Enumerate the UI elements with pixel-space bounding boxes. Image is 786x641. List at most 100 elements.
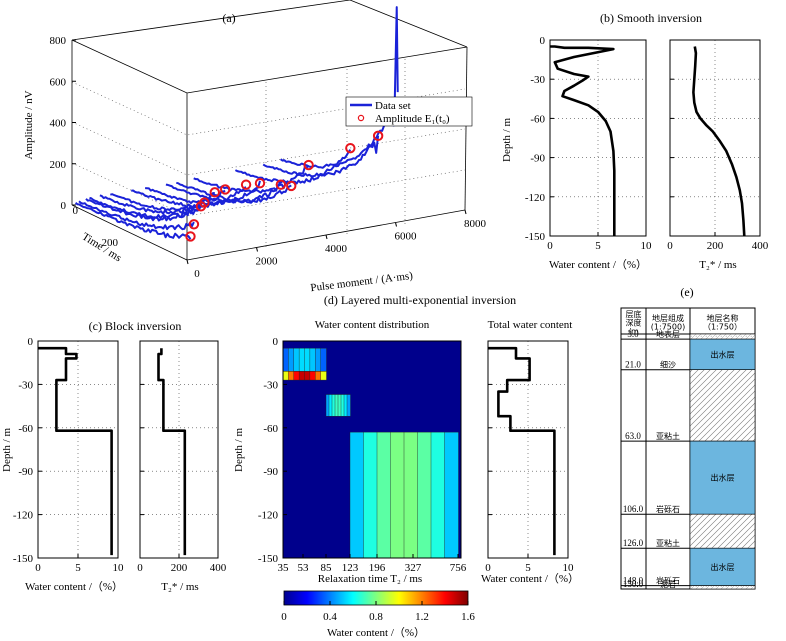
panel-c-ylabel: Depth / m (1, 428, 13, 472)
colorbar-tick-label: 1.2 (415, 611, 429, 623)
row-stratum-name: 岩砾石 (656, 504, 680, 514)
table-header: 层底 (626, 309, 642, 319)
x-tick-label: 0 (547, 240, 553, 252)
z-tick-label: 800 (50, 35, 67, 47)
b-t2-curve (692, 46, 746, 237)
table-header: 深度 (626, 318, 642, 328)
z-tick-label: 400 (50, 118, 67, 130)
amplitude-marker (220, 184, 231, 195)
data-series-line (89, 196, 205, 219)
x-tick-label: 0 (667, 240, 673, 252)
amplitude-marker (199, 197, 210, 208)
heatmap-cell (309, 348, 316, 372)
time-tick-label: 200 (102, 237, 119, 249)
panel-e-title: (e) (680, 285, 693, 299)
y-tick-label: -150 (525, 231, 546, 243)
row-stratum-name: 亚粘土 (656, 538, 680, 548)
panel-b-xlabel-t2: T₂* / ms (699, 259, 736, 271)
heatmap-cell (444, 431, 459, 559)
panel-d-title: (d) Layered multi-exponential inversion (324, 293, 516, 307)
y-tick-label: -60 (18, 423, 33, 435)
panel-a-legend: Data set Amplitude E₁(t₀) (345, 96, 473, 127)
z-tick-label: 0 (61, 200, 67, 212)
heatmap-cell (304, 371, 311, 381)
heatmap-cell (282, 371, 290, 381)
amplitude-marker (254, 177, 266, 189)
y-tick-label: -120 (13, 510, 34, 522)
row-depth: 150.0 (623, 579, 644, 589)
data-series-line (78, 200, 195, 231)
y-tick-label: -60 (263, 423, 278, 435)
panel-b-ylabel: Depth / m (501, 118, 513, 162)
legend-entry-data: Data set (375, 100, 411, 112)
heatmap-cell (390, 431, 405, 559)
panel-c: (c) Block inversion 0 5 10 0 -30 -60 -90 -120 -1… (1, 319, 227, 593)
panel-d-ylabel: Depth / m (233, 428, 245, 472)
x-tick-label: 10 (641, 240, 653, 252)
x-tick-label: 327 (405, 562, 422, 574)
row-depth: 21.0 (625, 360, 641, 370)
y-tick-label: -90 (530, 153, 545, 165)
y-tick-label: -30 (18, 379, 33, 391)
amplitude-marker (345, 142, 356, 154)
x-tick-label: 0 (35, 562, 41, 574)
table-row (689, 513, 756, 549)
table-header: (1:7500) (651, 323, 685, 332)
table-row (689, 585, 756, 590)
row-depth: 126.0 (623, 538, 644, 548)
d-total-plot: 0 5 10 (485, 340, 574, 574)
y-tick-label: 0 (540, 35, 546, 47)
y-tick-label: -120 (258, 510, 279, 522)
legend-marker-swatch (357, 114, 365, 122)
panel-a-ylabel: Pulse moment / (A·ms) (310, 270, 414, 294)
x-tick-label: 35 (278, 562, 290, 574)
table-row (689, 333, 756, 340)
panel-d-subtitle-right: Total water content (488, 319, 573, 331)
panel-d-subtitle-left: Water content distribution (315, 319, 430, 331)
row-depth: 148.0 (623, 576, 644, 586)
table-header: 地层名称 (707, 313, 739, 323)
heatmap-cell (320, 348, 327, 372)
x-tick-label: 85 (321, 562, 333, 574)
amplitude-marker (303, 159, 314, 171)
heatmap-cell (288, 371, 295, 381)
heatmap-cell (293, 348, 300, 372)
panel-c-xlabel-t2: T₂* / ms (161, 581, 198, 593)
heatmap-cell (288, 348, 295, 372)
panel-d-total-xlabel: Water content /（%） (481, 572, 579, 585)
y-tick-label: -120 (525, 192, 546, 204)
row-stratum-name: 亚粘土 (656, 431, 680, 441)
amplitude-marker (188, 219, 200, 230)
colorbar-tick-label: 0 (281, 611, 287, 623)
z-tick-label: 600 (50, 76, 67, 88)
row-depth: 106.0 (623, 504, 644, 514)
data-series-line (262, 135, 380, 178)
y-tick-label: -150 (258, 553, 279, 565)
x-tick-label: 0 (485, 562, 491, 574)
c-water-content-plot: 0 5 10 0 -30 -60 -90 -120 -150 (13, 336, 124, 574)
heatmap-cell (376, 431, 392, 559)
heatmap-cell (363, 431, 378, 559)
row-aquifer-label: 出水层 (711, 349, 735, 359)
colorbar: 0 0.4 0.8 1.2 1.6 Water content /（%） (281, 590, 475, 639)
panel-a-title: (a) (222, 11, 235, 25)
heatmap-cell (315, 348, 322, 372)
heatmap-cell (293, 371, 300, 381)
heatmap-cell (304, 348, 311, 372)
data-series-line (176, 181, 292, 204)
heatmap-cell (430, 431, 446, 559)
panel-a-zlabel: Amplitude / nV (23, 90, 35, 159)
colorbar-tick-label: 0.4 (323, 611, 337, 623)
table-row (689, 440, 756, 515)
heatmap-cell (403, 431, 419, 559)
panel-c-title: (c) Block inversion (89, 319, 182, 333)
c-water-content-curve (38, 346, 113, 556)
time-tick-label: 0 (73, 205, 79, 217)
y-tick-label: 0 (273, 336, 279, 348)
heatmap-cell (309, 371, 316, 381)
amplitude-marker (372, 130, 384, 142)
heatmap-cell (417, 431, 432, 559)
table-row (689, 338, 756, 371)
